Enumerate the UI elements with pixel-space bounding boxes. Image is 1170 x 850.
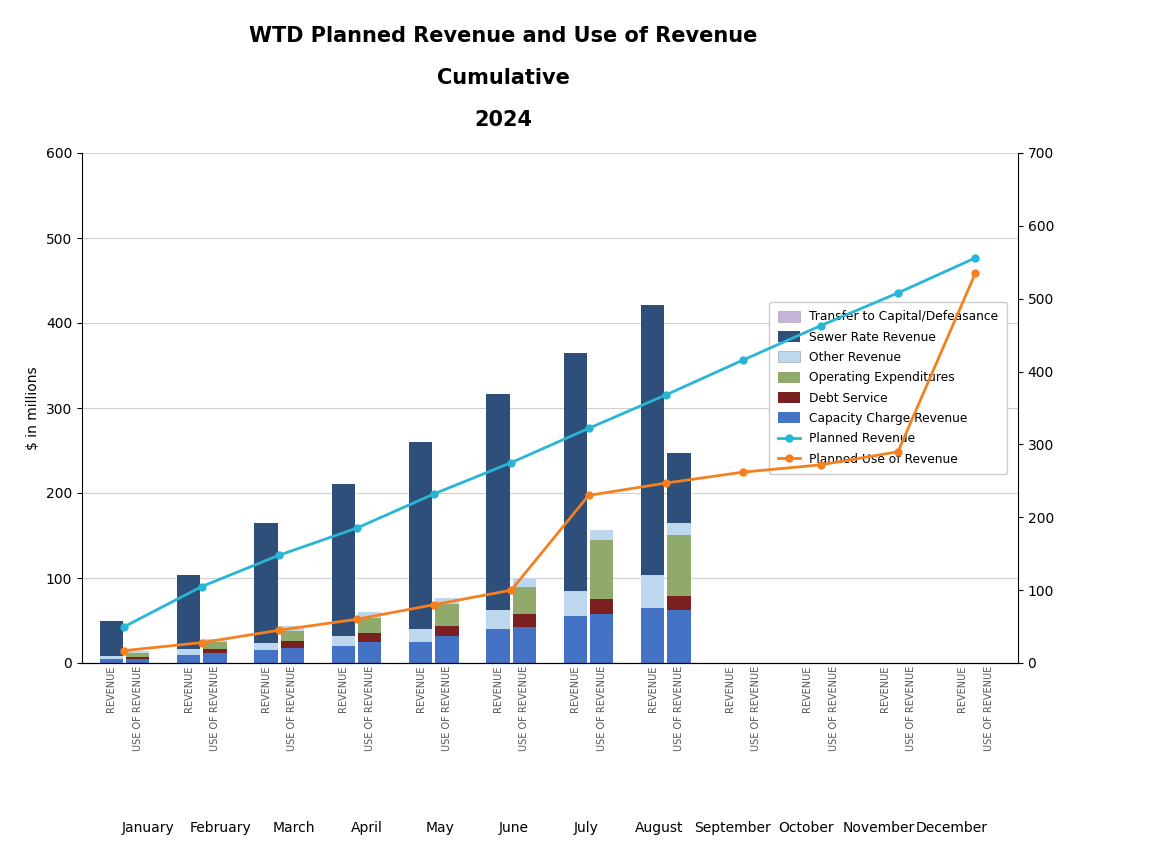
- Bar: [332, 636, 355, 646]
- Legend: Transfer to Capital/Defeasance, Sewer Rate Revenue, Other Revenue, Operating Exp: Transfer to Capital/Defeasance, Sewer Ra…: [769, 302, 1007, 474]
- Bar: [435, 598, 459, 604]
- Bar: [564, 616, 587, 663]
- Bar: [177, 575, 200, 649]
- Bar: [281, 641, 304, 648]
- Bar: [204, 642, 227, 649]
- Bar: [512, 586, 536, 614]
- Bar: [254, 523, 277, 643]
- Bar: [667, 596, 690, 610]
- Bar: [126, 659, 150, 663]
- Bar: [99, 656, 123, 659]
- Bar: [667, 523, 690, 535]
- Bar: [435, 626, 459, 636]
- Bar: [641, 575, 665, 608]
- Bar: [564, 353, 587, 591]
- Bar: [204, 639, 227, 642]
- Bar: [512, 627, 536, 663]
- Bar: [358, 633, 381, 642]
- Bar: [512, 578, 536, 586]
- Bar: [410, 629, 433, 642]
- Bar: [590, 614, 613, 663]
- Bar: [358, 618, 381, 633]
- Bar: [590, 599, 613, 614]
- Bar: [99, 620, 123, 656]
- Bar: [281, 631, 304, 641]
- Bar: [126, 657, 150, 659]
- Bar: [254, 650, 277, 663]
- Bar: [177, 654, 200, 663]
- Text: WTD Planned Revenue and Use of Revenue: WTD Planned Revenue and Use of Revenue: [249, 26, 757, 46]
- Bar: [177, 649, 200, 654]
- Bar: [641, 608, 665, 663]
- Bar: [590, 540, 613, 599]
- Bar: [435, 604, 459, 626]
- Bar: [254, 643, 277, 650]
- Bar: [358, 612, 381, 618]
- Bar: [410, 642, 433, 663]
- Bar: [667, 453, 690, 523]
- Bar: [667, 610, 690, 663]
- Bar: [126, 651, 150, 653]
- Bar: [281, 626, 304, 631]
- Bar: [126, 653, 150, 657]
- Bar: [281, 648, 304, 663]
- Bar: [99, 659, 123, 663]
- Bar: [512, 614, 536, 627]
- Bar: [332, 646, 355, 663]
- Text: Cumulative: Cumulative: [436, 68, 570, 88]
- Bar: [410, 442, 433, 629]
- Bar: [435, 636, 459, 663]
- Bar: [667, 535, 690, 596]
- Bar: [204, 653, 227, 663]
- Bar: [487, 629, 510, 663]
- Bar: [641, 305, 665, 575]
- Bar: [332, 484, 355, 636]
- Bar: [358, 642, 381, 663]
- Bar: [487, 610, 510, 629]
- Bar: [487, 394, 510, 610]
- Bar: [204, 649, 227, 653]
- Text: 2024: 2024: [474, 110, 532, 131]
- Bar: [590, 530, 613, 540]
- Y-axis label: $ in millions: $ in millions: [26, 366, 40, 450]
- Bar: [564, 591, 587, 616]
